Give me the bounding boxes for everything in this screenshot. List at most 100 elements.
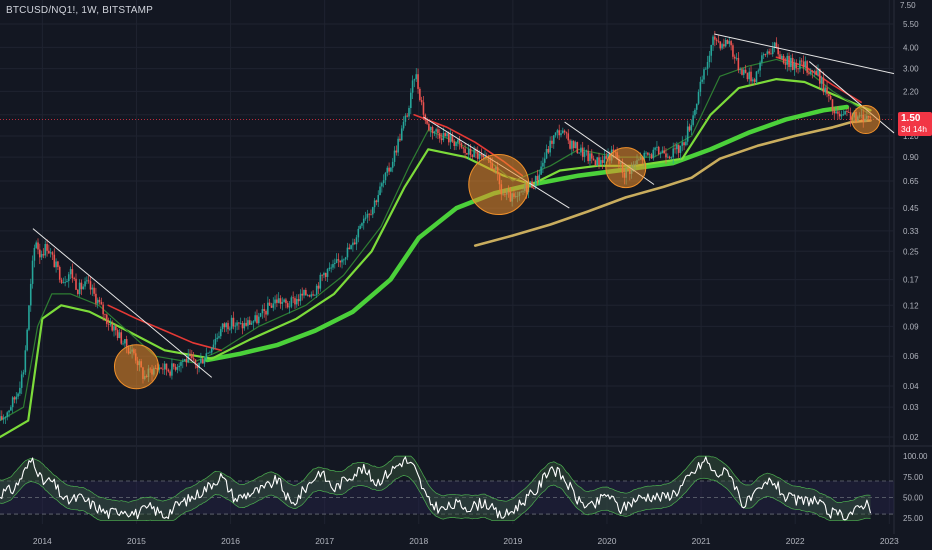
candle-up[interactable]	[254, 315, 256, 322]
candle-down[interactable]	[815, 70, 817, 76]
candle-up[interactable]	[666, 156, 669, 158]
candle-up[interactable]	[361, 223, 363, 226]
candle-up[interactable]	[840, 114, 843, 117]
candle-up[interactable]	[44, 244, 47, 256]
candle-down[interactable]	[13, 397, 16, 400]
candle-up[interactable]	[290, 297, 293, 307]
candle-down[interactable]	[263, 309, 266, 311]
candle-up[interactable]	[343, 259, 345, 261]
candle-up[interactable]	[6, 412, 9, 417]
candle-up[interactable]	[648, 154, 651, 156]
candle-down[interactable]	[829, 95, 832, 100]
candle-down[interactable]	[105, 314, 108, 324]
candle-down[interactable]	[590, 153, 593, 159]
candle-up[interactable]	[766, 51, 769, 55]
candle-up[interactable]	[429, 126, 432, 131]
candle-up[interactable]	[198, 362, 200, 369]
candle-down[interactable]	[657, 146, 660, 155]
candle-down[interactable]	[191, 354, 193, 359]
candle-up[interactable]	[230, 317, 233, 329]
candle-up[interactable]	[259, 313, 262, 317]
candle-down[interactable]	[587, 150, 589, 162]
candle-down[interactable]	[476, 151, 479, 159]
candle-up[interactable]	[473, 149, 475, 157]
candle-up[interactable]	[381, 183, 383, 187]
candle-down[interactable]	[256, 315, 258, 324]
candle-down[interactable]	[741, 69, 743, 75]
candle-down[interactable]	[424, 114, 427, 121]
candle-down[interactable]	[480, 153, 483, 156]
candle-up[interactable]	[4, 416, 7, 418]
candle-up[interactable]	[704, 68, 707, 70]
candle-up[interactable]	[200, 359, 202, 363]
candle-up[interactable]	[759, 62, 761, 71]
candle-down[interactable]	[194, 359, 197, 365]
candle-down[interactable]	[795, 62, 798, 69]
candle-down[interactable]	[174, 366, 177, 370]
candle-up[interactable]	[352, 242, 354, 246]
candle-down[interactable]	[98, 299, 101, 303]
candle-down[interactable]	[838, 113, 841, 117]
candle-up[interactable]	[267, 302, 269, 315]
candle-up[interactable]	[24, 350, 27, 373]
candle-down[interactable]	[581, 147, 584, 157]
candle-down[interactable]	[782, 55, 785, 64]
candle-up[interactable]	[739, 69, 741, 71]
candle-up[interactable]	[457, 139, 459, 143]
candle-down[interactable]	[849, 112, 852, 120]
candle-up[interactable]	[654, 147, 656, 150]
candle-down[interactable]	[726, 39, 729, 44]
candle-down[interactable]	[753, 79, 756, 82]
candle-up[interactable]	[207, 352, 209, 354]
candle-down[interactable]	[567, 133, 570, 141]
candle-down[interactable]	[37, 242, 39, 250]
candle-down[interactable]	[104, 314, 106, 316]
candle-down[interactable]	[688, 126, 691, 131]
candle-down[interactable]	[650, 154, 653, 159]
candle-down[interactable]	[674, 148, 676, 150]
candle-down[interactable]	[715, 39, 718, 41]
candle-up[interactable]	[773, 42, 776, 48]
candle-down[interactable]	[802, 61, 805, 68]
candle-down[interactable]	[592, 158, 595, 161]
candle-down[interactable]	[647, 152, 649, 155]
candle-up[interactable]	[69, 269, 72, 275]
candle-up[interactable]	[771, 47, 774, 55]
candle-up[interactable]	[596, 157, 599, 166]
candle-up[interactable]	[20, 374, 23, 388]
candle-up[interactable]	[694, 109, 696, 116]
candle-up[interactable]	[205, 353, 208, 360]
candle-down[interactable]	[471, 155, 474, 157]
candle-up[interactable]	[281, 301, 284, 304]
candle-down[interactable]	[797, 68, 799, 70]
candle-down[interactable]	[80, 282, 83, 290]
candle-up[interactable]	[261, 309, 264, 314]
candle-up[interactable]	[210, 347, 213, 353]
candle-up[interactable]	[247, 320, 249, 326]
candle-down[interactable]	[1, 416, 3, 420]
candle-up[interactable]	[410, 92, 412, 109]
candle-down[interactable]	[448, 133, 450, 143]
candle-up[interactable]	[209, 352, 211, 354]
candle-up[interactable]	[442, 133, 445, 141]
candle-down[interactable]	[453, 141, 456, 146]
candle-down[interactable]	[719, 41, 722, 49]
candle-up[interactable]	[341, 259, 343, 263]
candle-up[interactable]	[393, 150, 396, 162]
candle-down[interactable]	[57, 261, 59, 267]
candle-down[interactable]	[370, 214, 372, 216]
candle-down[interactable]	[297, 299, 300, 302]
candle-down[interactable]	[189, 354, 191, 356]
candle-up[interactable]	[22, 372, 25, 375]
candle-up[interactable]	[163, 363, 166, 370]
candle-up[interactable]	[643, 152, 646, 161]
candle-down[interactable]	[730, 41, 732, 46]
candle-down[interactable]	[223, 323, 226, 328]
candle-up[interactable]	[742, 69, 745, 75]
candle-up[interactable]	[84, 281, 86, 287]
candle-down[interactable]	[831, 99, 834, 111]
candle-down[interactable]	[120, 332, 123, 344]
candle-up[interactable]	[580, 147, 582, 153]
candle-up[interactable]	[323, 273, 325, 276]
candle-up[interactable]	[752, 79, 754, 82]
